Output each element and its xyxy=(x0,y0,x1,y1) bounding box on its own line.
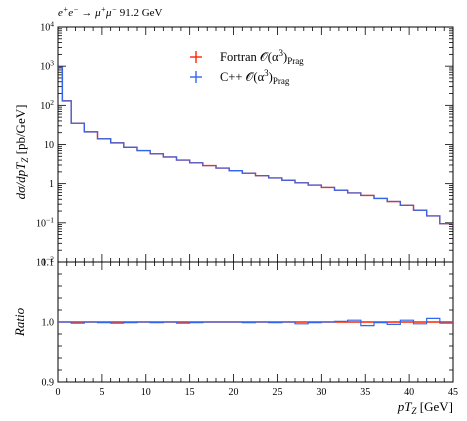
legend-label-fortran: Fortran 𝒪(α3)Prag xyxy=(220,48,304,66)
xtick-label: 0 xyxy=(56,387,61,398)
legend-label-cpp: C++ 𝒪(α3)Prag xyxy=(220,68,290,86)
ratio-ytick-label: 1.0 xyxy=(42,318,55,329)
main-ytick-label: 10 xyxy=(44,140,54,151)
xtick-label: 45 xyxy=(448,387,458,398)
xtick-label: 15 xyxy=(185,387,195,398)
chart-title: e+e− → μ+μ− 91.2 GeV xyxy=(58,5,163,19)
x-axis-label: pTZ [GeV] xyxy=(397,399,453,416)
main-y-axis-label: dσ/dpTZ [pb/GeV] xyxy=(13,105,30,200)
xtick-label: 5 xyxy=(99,387,104,398)
xtick-label: 35 xyxy=(360,387,370,398)
legend: Fortran 𝒪(α3)Prag C++ 𝒪(α3)Prag xyxy=(190,48,304,86)
ratio-ticks: 0.9 1.0 1.1 0 5 10 15 20 25 30 35 40 45 xyxy=(42,258,459,399)
main-ytick-label: 104 xyxy=(40,20,54,34)
main-series xyxy=(58,66,453,225)
main-series-fortran xyxy=(58,66,453,225)
ratio-ytick-label: 0.9 xyxy=(42,378,55,389)
main-ytick-label: 10−1 xyxy=(36,215,54,229)
xtick-label: 40 xyxy=(404,387,414,398)
main-series-cpp xyxy=(58,66,453,225)
xtick-label: 20 xyxy=(229,387,239,398)
ratio-series xyxy=(58,317,453,327)
ratio-ytick-label: 1.1 xyxy=(42,258,55,269)
ratio-series-cpp xyxy=(58,317,453,327)
legend-marker-fortran xyxy=(190,51,202,63)
main-ytick-label: 103 xyxy=(40,59,54,73)
main-ytick-label: 102 xyxy=(40,98,54,112)
ratio-y-axis-label: Ratio xyxy=(12,307,27,337)
xtick-label: 25 xyxy=(272,387,282,398)
main-ytick-label: 1 xyxy=(49,179,54,190)
xtick-label: 30 xyxy=(316,387,326,398)
legend-marker-cpp xyxy=(190,71,202,83)
xtick-label: 10 xyxy=(141,387,151,398)
